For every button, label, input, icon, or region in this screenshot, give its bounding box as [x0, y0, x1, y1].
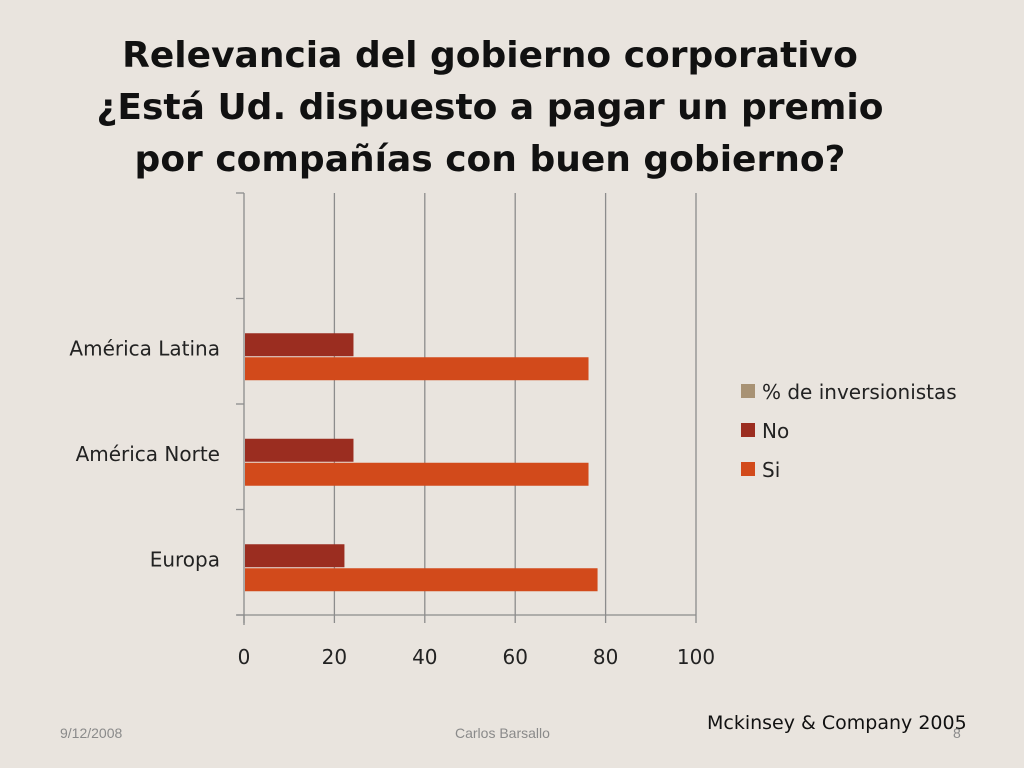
- bar-am-rica-norte-1: [245, 438, 354, 462]
- x-tick-label-40: 40: [412, 645, 437, 669]
- x-tick-label-80: 80: [593, 645, 618, 669]
- footer-date: 9/12/2008: [60, 725, 123, 741]
- bar-am-rica-latina-1: [245, 333, 354, 357]
- x-tick-label-0: 0: [238, 645, 251, 669]
- x-tick-label-20: 20: [322, 645, 347, 669]
- x-tick-label-60: 60: [502, 645, 527, 669]
- category-label-1: América Norte: [76, 442, 220, 466]
- legend-label-2: Si: [762, 458, 780, 482]
- title-line-2: ¿Está Ud. dispuesto a pagar un premio: [96, 87, 884, 128]
- bar-europa-2: [245, 568, 598, 592]
- footer-author: Carlos Barsallo: [455, 725, 550, 741]
- legend-label-1: No: [762, 419, 789, 443]
- slide-title: Relevancia del gobierno corporativo ¿Est…: [40, 30, 940, 186]
- x-tick-label-100: 100: [677, 645, 715, 669]
- legend-label-0: % de inversionistas: [762, 380, 957, 404]
- source-note: Mckinsey & Company 2005: [707, 712, 967, 734]
- title-line-1: Relevancia del gobierno corporativo: [122, 35, 858, 76]
- bar-europa-1: [245, 544, 345, 568]
- category-label-0: Europa: [150, 547, 220, 571]
- footer-page-number: 8: [953, 725, 961, 741]
- legend-swatch-2: [741, 462, 755, 476]
- title-line-3: por compañías con buen gobierno?: [134, 139, 846, 180]
- legend-swatch-0: [741, 384, 755, 398]
- legend-swatch-1: [741, 423, 755, 437]
- category-label-2: América Latina: [69, 336, 220, 360]
- bar-am-rica-latina-2: [245, 357, 589, 381]
- bar-am-rica-norte-2: [245, 462, 589, 486]
